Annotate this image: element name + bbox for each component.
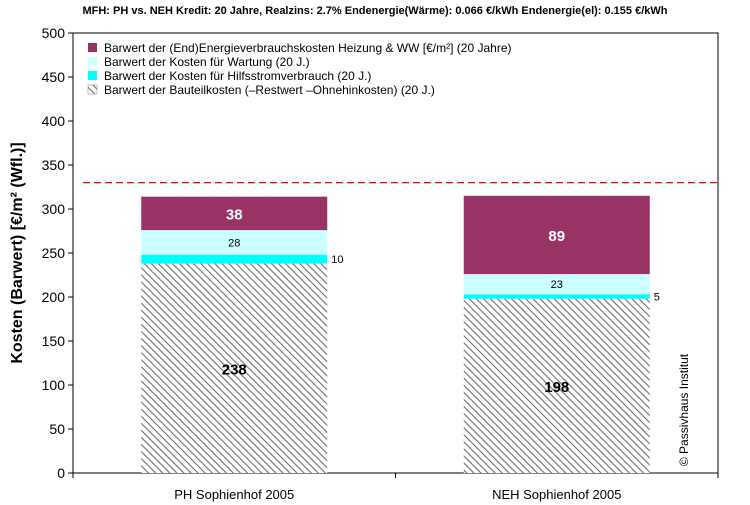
x-category-label: NEH Sophienhof 2005 xyxy=(492,487,621,502)
y-tick-label: 250 xyxy=(42,245,66,261)
legend-swatch xyxy=(88,71,97,80)
y-tick-label: 400 xyxy=(42,113,66,129)
bar-segment xyxy=(141,254,328,264)
y-tick-label: 500 xyxy=(42,25,66,41)
data-label: 28 xyxy=(228,237,240,249)
data-label: 198 xyxy=(544,379,569,396)
plot-area: 0 50 100 150 200 250 300 350 400 450 500 PH Sophien… xyxy=(42,25,719,502)
y-tick-label: 450 xyxy=(42,69,66,85)
y-tick-label: 350 xyxy=(42,157,66,173)
y-tick-label: 50 xyxy=(49,421,65,437)
legend-label: Barwert der Kosten für Hilfsstromverbrau… xyxy=(104,69,371,83)
data-label: 38 xyxy=(226,206,243,223)
y-tick-label: 0 xyxy=(57,465,65,481)
bar-segment xyxy=(141,196,328,231)
bar-segment xyxy=(141,230,328,255)
legend-label: Barwert der (End)Energieverbrauchskosten… xyxy=(104,41,512,55)
chart-title: MFH: PH vs. NEH Kredit: 20 Jahre, Realzi… xyxy=(82,5,667,17)
bar-segment xyxy=(463,294,650,299)
y-axis-label: Kosten (Barwert) [€/m² (Wfl.)] xyxy=(9,142,26,363)
x-category-label: PH Sophienhof 2005 xyxy=(174,487,294,502)
y-tick-label: 300 xyxy=(42,201,66,217)
copyright-note: © Passivhaus Institut xyxy=(677,353,691,466)
y-tick-label: 150 xyxy=(42,333,66,349)
legend-swatch xyxy=(87,84,98,95)
legend-swatch xyxy=(88,43,97,52)
bar-segment xyxy=(463,274,650,295)
data-label: 89 xyxy=(548,228,565,245)
bar-segment xyxy=(141,263,328,473)
data-label: 23 xyxy=(551,279,563,291)
y-tick-label: 200 xyxy=(42,289,66,305)
data-label: 238 xyxy=(222,361,247,378)
bar-segment xyxy=(463,298,650,473)
legend-label: Barwert der Bauteilkosten (–Restwert –Oh… xyxy=(104,83,435,97)
legend: Barwert der (End)Energieverbrauchskosten… xyxy=(87,41,512,97)
legend-swatch xyxy=(88,57,97,66)
legend-label: Barwert der Kosten für Wartung (20 J.) xyxy=(104,55,310,69)
data-label: 10 xyxy=(331,254,343,266)
bar-segment xyxy=(463,195,650,275)
data-label: 5 xyxy=(654,292,660,304)
y-tick-label: 100 xyxy=(42,377,66,393)
